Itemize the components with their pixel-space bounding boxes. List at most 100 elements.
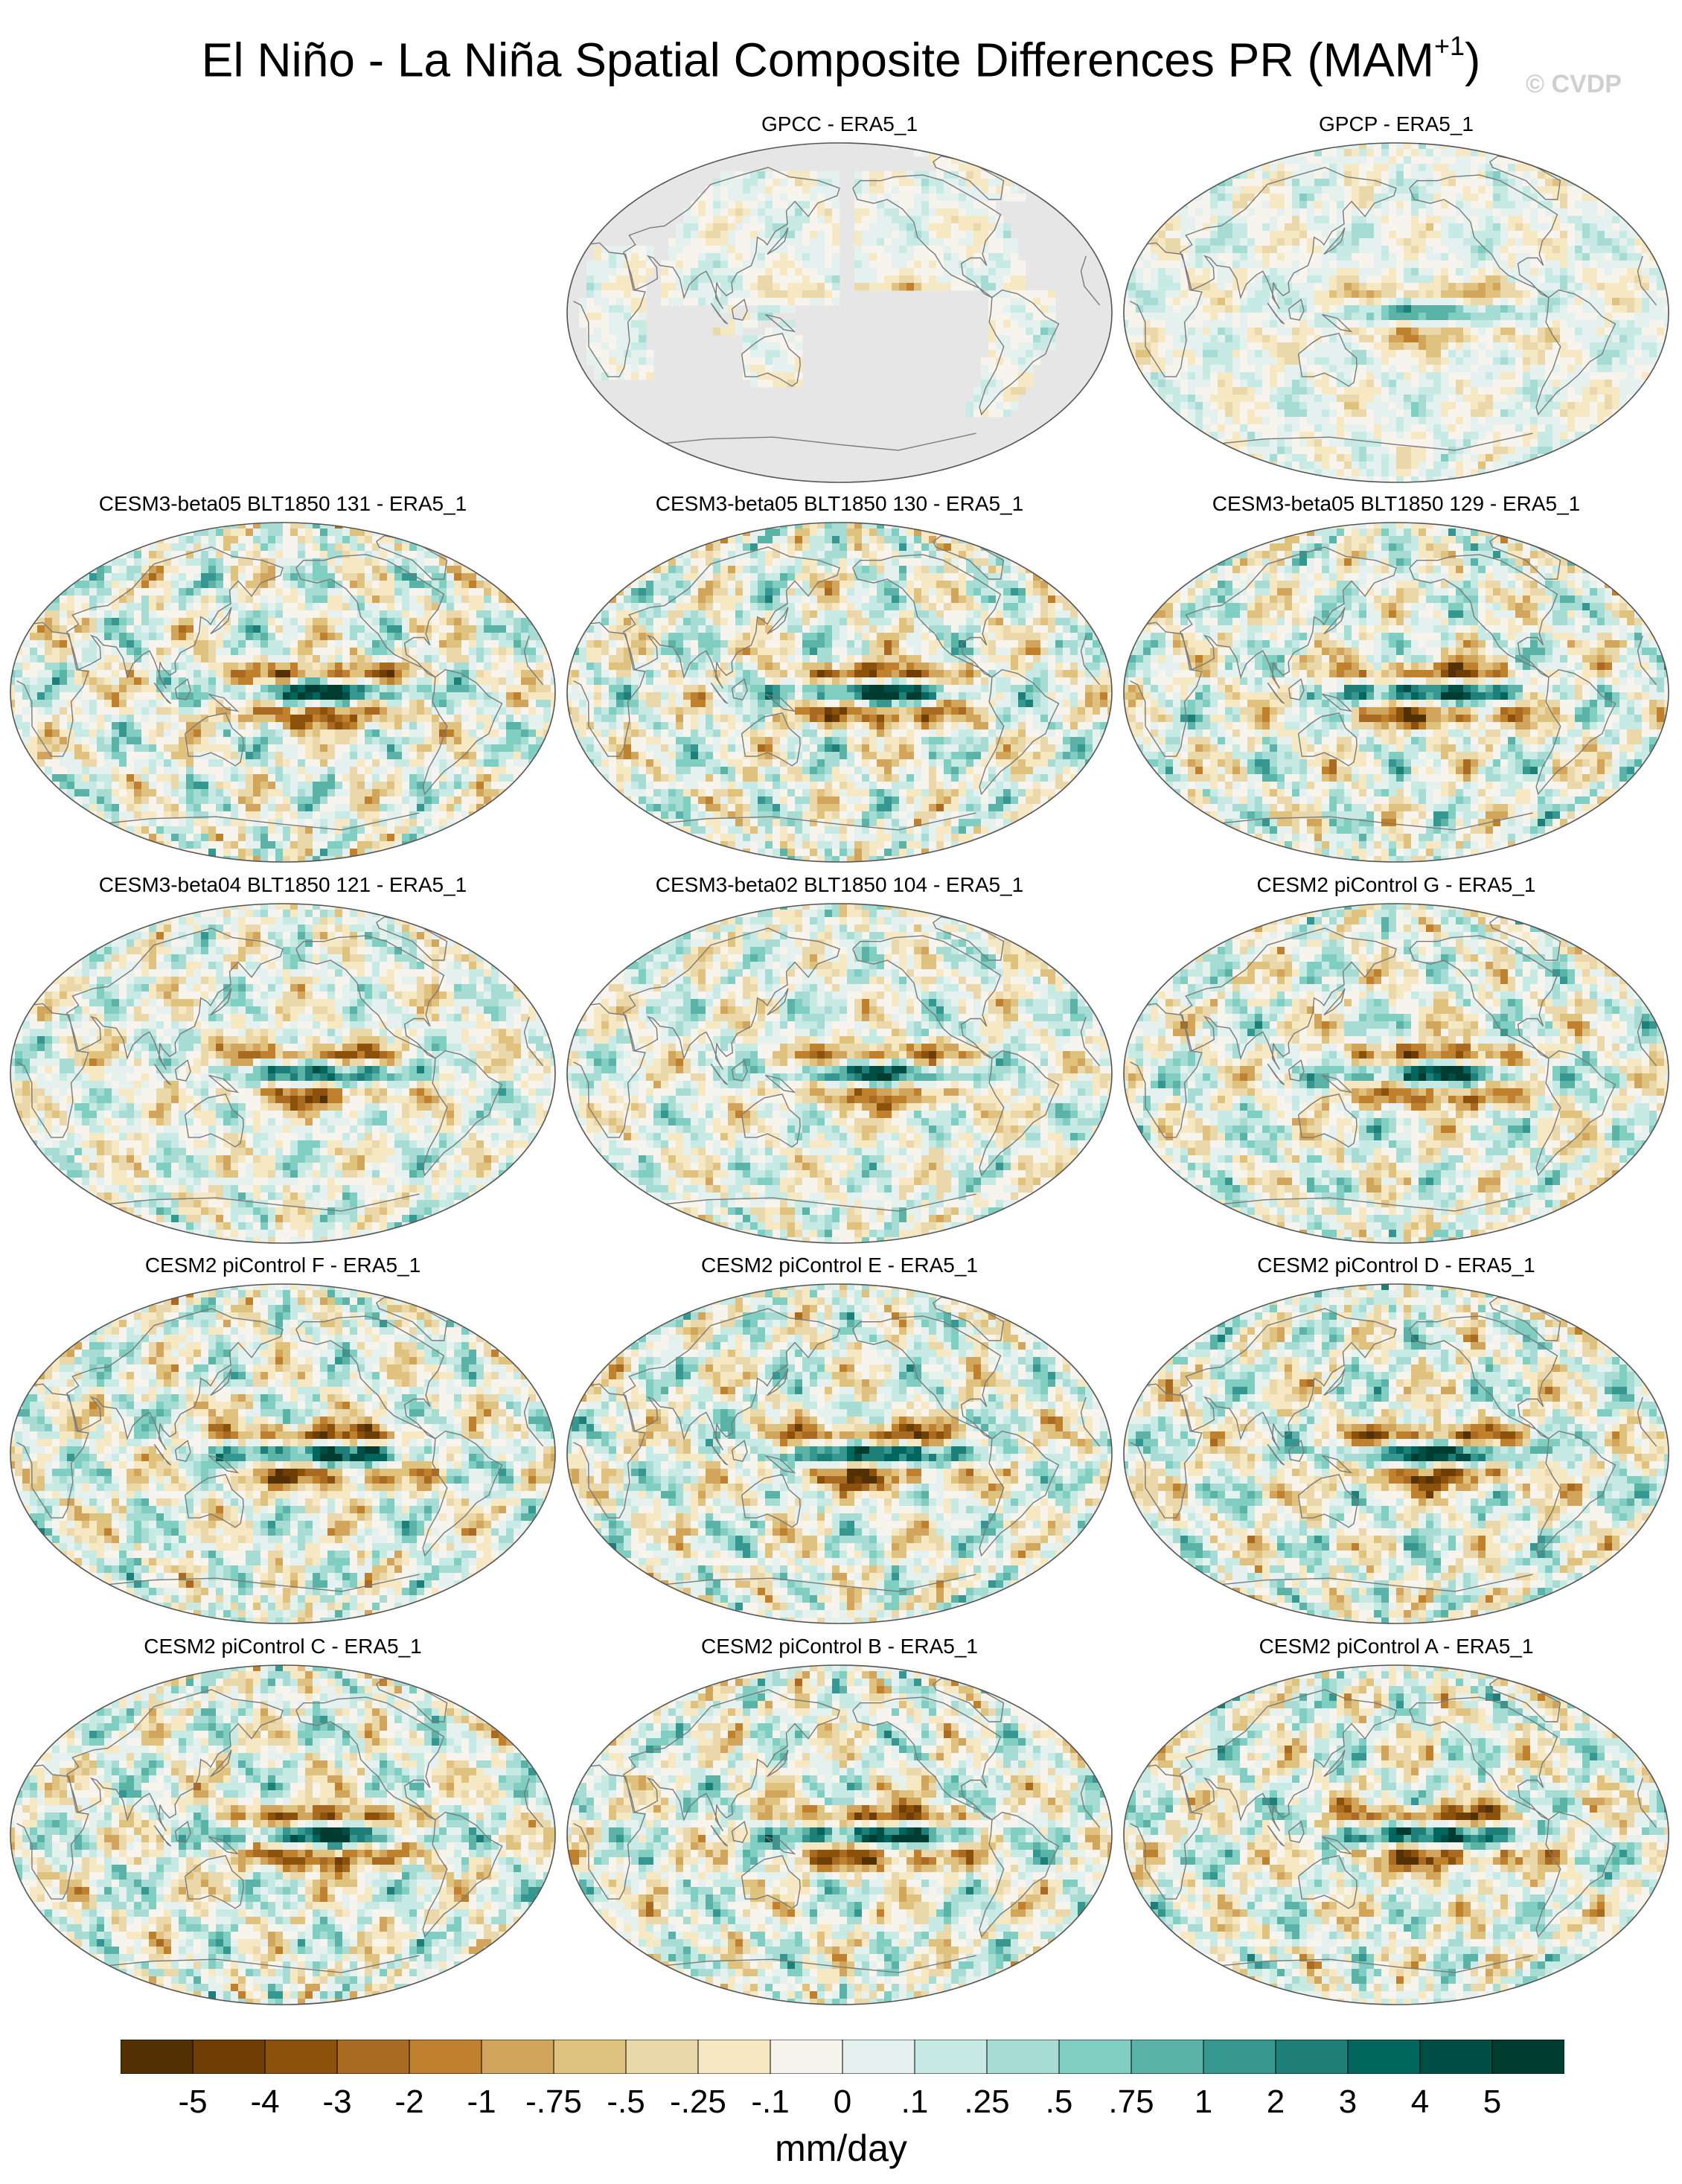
map-projection	[566, 1283, 1113, 1624]
coastline	[1209, 432, 1533, 451]
coastline	[208, 693, 240, 712]
colorbar-tick-label: 1	[1174, 2084, 1233, 2120]
coastline	[933, 1296, 1005, 1341]
coastline	[764, 693, 796, 712]
coastline	[16, 1003, 544, 1138]
coastline	[1489, 916, 1561, 961]
coastline	[1535, 289, 1617, 416]
coastline	[1321, 313, 1353, 333]
coastline	[422, 1430, 503, 1557]
coastline	[1179, 1689, 1397, 1832]
map-panel: CESM2 piControl F - ERA5_1	[7, 1253, 558, 1625]
map-projection	[10, 522, 556, 863]
coastline	[573, 1383, 1101, 1519]
coastline	[1323, 988, 1346, 1016]
precip-field	[567, 1665, 1112, 2005]
colorbar-tick-label: 0	[813, 2084, 872, 2120]
coastline	[1179, 167, 1397, 310]
map-projection	[566, 1664, 1113, 2005]
colorbar-tick-label: -3	[307, 2084, 367, 2120]
coastline	[295, 935, 445, 1059]
coastline	[710, 302, 729, 325]
map-projection	[10, 903, 556, 1244]
map-projection	[1123, 1664, 1669, 2005]
precip-field	[567, 1284, 1112, 1623]
panel-title: GPCC - ERA5_1	[564, 112, 1115, 137]
coastline	[979, 289, 1060, 416]
coastline	[174, 678, 191, 700]
colorbar-swatch	[481, 2040, 554, 2074]
precip-field	[567, 904, 1112, 1243]
map-panel: CESM3-beta04 BLT1850 121 - ERA5_1	[7, 872, 558, 1245]
figure-title-superscript: +1	[1434, 31, 1465, 61]
coastline	[767, 607, 789, 635]
copyright-watermark: © CVDP	[1526, 70, 1622, 99]
map-border	[10, 522, 556, 863]
coastline	[1409, 1696, 1558, 1821]
coastline	[1535, 668, 1617, 796]
coastline	[95, 812, 420, 831]
panel-title: CESM3-beta04 BLT1850 121 - ERA5_1	[7, 872, 558, 898]
coastline	[210, 1368, 232, 1396]
colorbar-tick-label: .5	[1029, 2084, 1089, 2120]
coastline	[741, 1093, 801, 1148]
coastline	[852, 1315, 1002, 1440]
coastline	[295, 1696, 445, 1821]
panel-title: CESM2 piControl E - ERA5_1	[564, 1253, 1115, 1278]
coastline	[1130, 1764, 1657, 1900]
panel-title: CESM2 piControl D - ERA5_1	[1121, 1253, 1672, 1278]
panel-title: CESM3-beta05 BLT1850 131 - ERA5_1	[7, 491, 558, 517]
panel-title: CESM2 piControl G - ERA5_1	[1121, 872, 1672, 898]
coastline	[376, 1677, 448, 1722]
precip-field	[1124, 143, 1669, 482]
coastline	[1409, 174, 1558, 298]
coastline	[95, 1955, 420, 1973]
coastline	[1409, 935, 1558, 1059]
coastline	[741, 1855, 801, 1909]
map-panel: CESM2 piControl A - ERA5_1	[1121, 1634, 1672, 2006]
coastline	[1409, 1315, 1558, 1440]
map-panel: CESM3-beta05 BLT1850 131 - ERA5_1	[7, 491, 558, 863]
coastline	[153, 1063, 172, 1085]
coastline	[852, 1696, 1002, 1821]
map-panel: CESM2 piControl D - ERA5_1	[1121, 1253, 1672, 1625]
colorbar-swatch	[1203, 2040, 1276, 2074]
map-panel: CESM2 piControl C - ERA5_1	[7, 1634, 558, 2006]
coastline	[210, 607, 232, 635]
coastline	[1130, 1003, 1657, 1138]
coastline	[422, 668, 503, 796]
map-panel: CESM3-beta05 BLT1850 130 - ERA5_1	[564, 491, 1115, 863]
coastline	[1267, 1443, 1285, 1466]
coastline	[1323, 607, 1346, 635]
coastline	[741, 1474, 801, 1528]
coastline	[767, 227, 789, 255]
coastline	[65, 1689, 284, 1832]
coastline	[573, 1003, 1101, 1138]
coastline	[184, 1474, 244, 1528]
colorbar-swatch	[192, 2040, 266, 2074]
coastline	[65, 546, 284, 689]
coastline	[652, 1574, 976, 1592]
coastline	[741, 333, 801, 387]
colorbar-tick-label: 3	[1318, 2084, 1378, 2120]
colorbar-swatch	[770, 2040, 843, 2074]
coastline	[573, 242, 1101, 377]
colorbar-swatch	[842, 2040, 915, 2074]
coastline	[1321, 1074, 1353, 1093]
coastline	[1209, 1193, 1533, 1212]
coastline	[652, 812, 976, 831]
coastline	[184, 712, 244, 767]
map-panel: GPCP - ERA5_1	[1121, 112, 1672, 484]
colorbar-tick-label: -.1	[741, 2084, 800, 2120]
coastline	[1321, 1836, 1353, 1855]
coastline	[65, 1308, 284, 1451]
panel-title: CESM3-beta05 BLT1850 130 - ERA5_1	[564, 491, 1115, 517]
panel-title: CESM2 piControl B - ERA5_1	[564, 1634, 1115, 1659]
coastline	[184, 1093, 244, 1148]
coastline	[210, 988, 232, 1016]
coastline	[764, 1836, 796, 1855]
coastline	[1267, 682, 1285, 704]
coastline	[852, 935, 1002, 1059]
map-projection	[1123, 142, 1669, 483]
map-projection	[566, 142, 1113, 483]
